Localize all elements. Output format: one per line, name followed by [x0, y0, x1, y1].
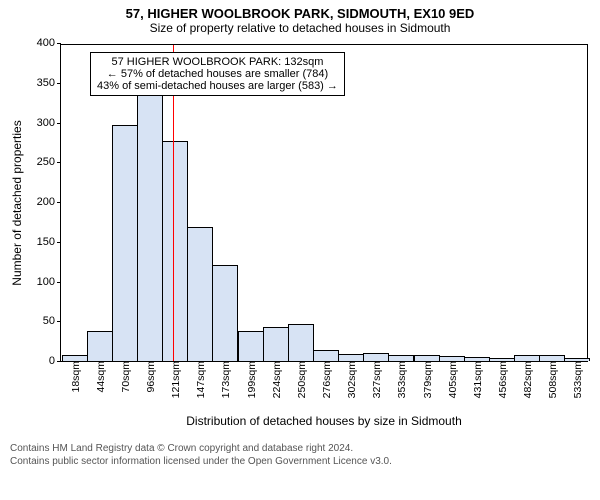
footer-line1: Contains HM Land Registry data © Crown c…	[10, 442, 392, 455]
y-tick: 0	[49, 355, 61, 367]
x-tick: 302sqm	[342, 361, 358, 398]
y-axis-label: Number of detached properties	[10, 44, 24, 362]
x-tick: 121sqm	[166, 361, 182, 398]
histogram-bar	[87, 331, 113, 361]
y-tick: 250	[37, 156, 61, 168]
y-tick: 100	[37, 276, 61, 288]
x-tick: 199sqm	[242, 361, 258, 398]
histogram-bar	[238, 331, 264, 361]
x-tick: 44sqm	[91, 361, 107, 393]
x-tick: 96sqm	[141, 361, 157, 393]
histogram-bar	[162, 141, 188, 361]
annotation-line2: ← 57% of detached houses are smaller (78…	[97, 68, 338, 80]
y-tick: 150	[37, 236, 61, 248]
x-tick: 482sqm	[518, 361, 534, 398]
x-axis-label: Distribution of detached houses by size …	[60, 414, 588, 428]
x-tick: 147sqm	[191, 361, 207, 398]
y-tick: 300	[37, 117, 61, 129]
x-tick: 456sqm	[493, 361, 509, 398]
histogram-bar	[363, 353, 389, 361]
chart-title: 57, HIGHER WOOLBROOK PARK, SIDMOUTH, EX1…	[0, 6, 600, 21]
histogram-bar	[187, 227, 213, 361]
histogram-bar	[313, 350, 339, 361]
x-tick: 18sqm	[66, 361, 82, 393]
y-tick: 400	[37, 37, 61, 49]
histogram-bar	[263, 327, 289, 361]
y-tick: 200	[37, 196, 61, 208]
x-tick: 353sqm	[392, 361, 408, 398]
histogram-bar	[137, 93, 163, 361]
x-tick: 250sqm	[292, 361, 308, 398]
histogram-bar	[212, 265, 238, 361]
x-tick: 276sqm	[317, 361, 333, 398]
x-tick: 224sqm	[267, 361, 283, 398]
x-tick: 431sqm	[468, 361, 484, 398]
histogram-bar	[288, 324, 314, 361]
footer-line2: Contains public sector information licen…	[10, 455, 392, 468]
chart-subtitle: Size of property relative to detached ho…	[0, 21, 600, 35]
x-tick: 405sqm	[443, 361, 459, 398]
y-tick: 350	[37, 77, 61, 89]
histogram-bar	[112, 125, 138, 361]
x-tick: 379sqm	[418, 361, 434, 398]
x-tick: 173sqm	[216, 361, 232, 398]
annotation-line3: 43% of semi-detached houses are larger (…	[97, 80, 338, 92]
annotation-line1: 57 HIGHER WOOLBROOK PARK: 132sqm	[97, 56, 338, 68]
x-tick: 533sqm	[568, 361, 584, 398]
x-tick: 70sqm	[116, 361, 132, 393]
x-tick: 508sqm	[543, 361, 559, 398]
histogram-bar	[338, 354, 364, 361]
annotation-box: 57 HIGHER WOOLBROOK PARK: 132sqm ← 57% o…	[90, 52, 345, 96]
y-tick: 50	[43, 315, 61, 327]
x-tick: 327sqm	[367, 361, 383, 398]
footer-attribution: Contains HM Land Registry data © Crown c…	[10, 442, 392, 468]
chart-container: 57, HIGHER WOOLBROOK PARK, SIDMOUTH, EX1…	[0, 6, 600, 37]
